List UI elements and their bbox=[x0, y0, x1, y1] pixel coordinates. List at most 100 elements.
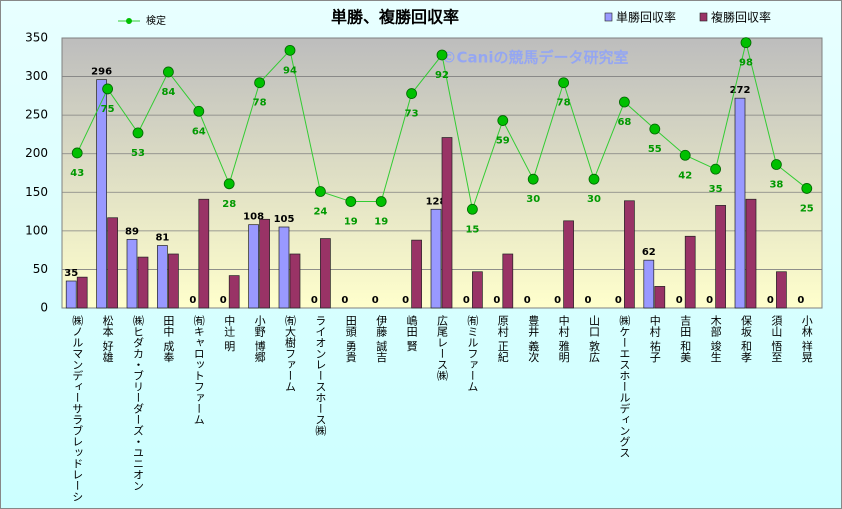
bar-value-label: 0 bbox=[341, 295, 348, 306]
bar bbox=[684, 235, 696, 309]
chart-title: 単勝、複勝回収率 bbox=[331, 8, 459, 27]
bar bbox=[198, 198, 210, 309]
x-tick-label: 中村 雅明 bbox=[557, 315, 570, 363]
bar bbox=[411, 239, 422, 309]
line-marker bbox=[466, 203, 478, 215]
bar bbox=[472, 271, 483, 309]
bar bbox=[715, 205, 726, 309]
line-marker bbox=[679, 149, 691, 161]
x-tick-label: 中村 祐子 bbox=[648, 315, 661, 363]
y-tick-label: 50 bbox=[33, 262, 48, 276]
point-label: 42 bbox=[678, 170, 692, 181]
point-label: 64 bbox=[192, 126, 206, 137]
y-tick-label: 250 bbox=[25, 108, 48, 122]
watermark: ©Caniの競馬データ研究室 bbox=[442, 49, 629, 67]
bar bbox=[502, 253, 514, 309]
y-tick-label: 150 bbox=[25, 185, 48, 199]
bar bbox=[96, 79, 107, 309]
bar-value-label: 0 bbox=[797, 295, 804, 306]
bar-value-label: 0 bbox=[706, 295, 713, 306]
x-tick-label: 山口 敦広 bbox=[588, 315, 601, 363]
point-label: 53 bbox=[131, 148, 145, 159]
bar-value-label: 81 bbox=[155, 233, 169, 244]
bar-value-label: 105 bbox=[274, 214, 295, 225]
line-marker bbox=[345, 196, 357, 207]
legend-swatch bbox=[699, 12, 708, 22]
point-label: 35 bbox=[709, 184, 723, 195]
line-marker bbox=[406, 88, 418, 99]
y-tick-label: 200 bbox=[25, 146, 48, 160]
line-marker bbox=[558, 77, 569, 89]
bar-value-label: 0 bbox=[493, 295, 500, 306]
point-label: 43 bbox=[70, 168, 84, 179]
bar-value-label: 296 bbox=[91, 67, 112, 78]
bar bbox=[126, 238, 138, 309]
x-tick-label: 豊井 義次 bbox=[527, 315, 540, 363]
line-marker bbox=[314, 186, 326, 197]
y-tick-label: 100 bbox=[25, 223, 48, 237]
bar-value-label: 0 bbox=[189, 295, 196, 306]
point-label: 38 bbox=[769, 180, 783, 191]
x-tick-label: 小野 博郷 bbox=[253, 315, 266, 363]
legend-label: 複勝回収率 bbox=[711, 10, 771, 25]
bar bbox=[563, 220, 574, 309]
line-marker bbox=[771, 159, 782, 170]
line-marker bbox=[132, 127, 144, 139]
bar bbox=[734, 97, 746, 309]
x-tick-label: 伊藤 誠吉 bbox=[375, 315, 388, 363]
point-label: 30 bbox=[587, 194, 601, 205]
bar bbox=[76, 276, 88, 309]
point-label: 78 bbox=[557, 98, 571, 109]
bar bbox=[430, 208, 442, 309]
line-marker bbox=[102, 83, 113, 95]
x-tick-label: ㈱ノルマンディーサラブレッドレーシ bbox=[71, 315, 84, 502]
legend-swatch bbox=[604, 12, 613, 22]
point-label: 68 bbox=[617, 117, 631, 128]
bar-value-label: 62 bbox=[642, 247, 656, 258]
bar bbox=[157, 245, 168, 309]
point-label: 15 bbox=[465, 224, 479, 235]
x-tick-label: 原村 正紀 bbox=[496, 315, 509, 363]
point-label: 78 bbox=[253, 98, 267, 109]
bar bbox=[248, 224, 259, 309]
point-label: 19 bbox=[344, 217, 358, 228]
x-tick-label: ㈱ケーエスホールディングス bbox=[618, 315, 631, 458]
x-tick-label: ㈱ヒダカ・ブリーダーズ・ユニオン bbox=[132, 315, 145, 491]
x-tick-label: 木部 竣生 bbox=[709, 315, 722, 363]
line-marker bbox=[375, 196, 387, 207]
bar bbox=[259, 218, 270, 309]
bar-value-label: 0 bbox=[402, 295, 409, 306]
bar bbox=[278, 226, 290, 309]
line-marker bbox=[619, 96, 630, 108]
point-label: 92 bbox=[435, 70, 449, 81]
bar bbox=[65, 280, 77, 309]
point-label: 55 bbox=[648, 144, 662, 155]
bar bbox=[107, 217, 118, 309]
x-tick-label: 吉田 和美 bbox=[679, 315, 692, 363]
point-label: 25 bbox=[800, 203, 814, 214]
line-marker bbox=[162, 66, 174, 78]
bar bbox=[320, 238, 331, 309]
legend-marker bbox=[126, 18, 132, 24]
bar-value-label: 0 bbox=[554, 295, 561, 306]
bar-value-label: 0 bbox=[311, 295, 318, 306]
line-marker bbox=[588, 173, 600, 185]
bar bbox=[745, 198, 757, 309]
x-tick-label: ㈲大樹ファーム bbox=[284, 315, 297, 392]
x-tick-label: 嶋田 賢 bbox=[405, 314, 418, 352]
legend-label: 単勝回収率 bbox=[616, 10, 676, 25]
legend-label: 検定 bbox=[146, 14, 166, 27]
line-marker bbox=[436, 49, 448, 61]
x-tick-label: 松本 好雄 bbox=[101, 314, 114, 363]
y-tick-label: 300 bbox=[25, 69, 48, 83]
point-label: 98 bbox=[739, 58, 753, 69]
bar-value-label: 0 bbox=[372, 295, 379, 306]
line-marker bbox=[801, 183, 813, 194]
x-tick-label: 中辻 明 bbox=[223, 315, 236, 352]
bar-value-label: 0 bbox=[676, 295, 683, 306]
x-tick-label: ㈲キャロットファーム bbox=[192, 315, 205, 425]
point-label: 59 bbox=[496, 136, 510, 147]
x-tick-label: ライオンレースホース㈱ bbox=[314, 315, 327, 436]
x-tick-label: 広尾レース㈱ bbox=[436, 315, 449, 381]
